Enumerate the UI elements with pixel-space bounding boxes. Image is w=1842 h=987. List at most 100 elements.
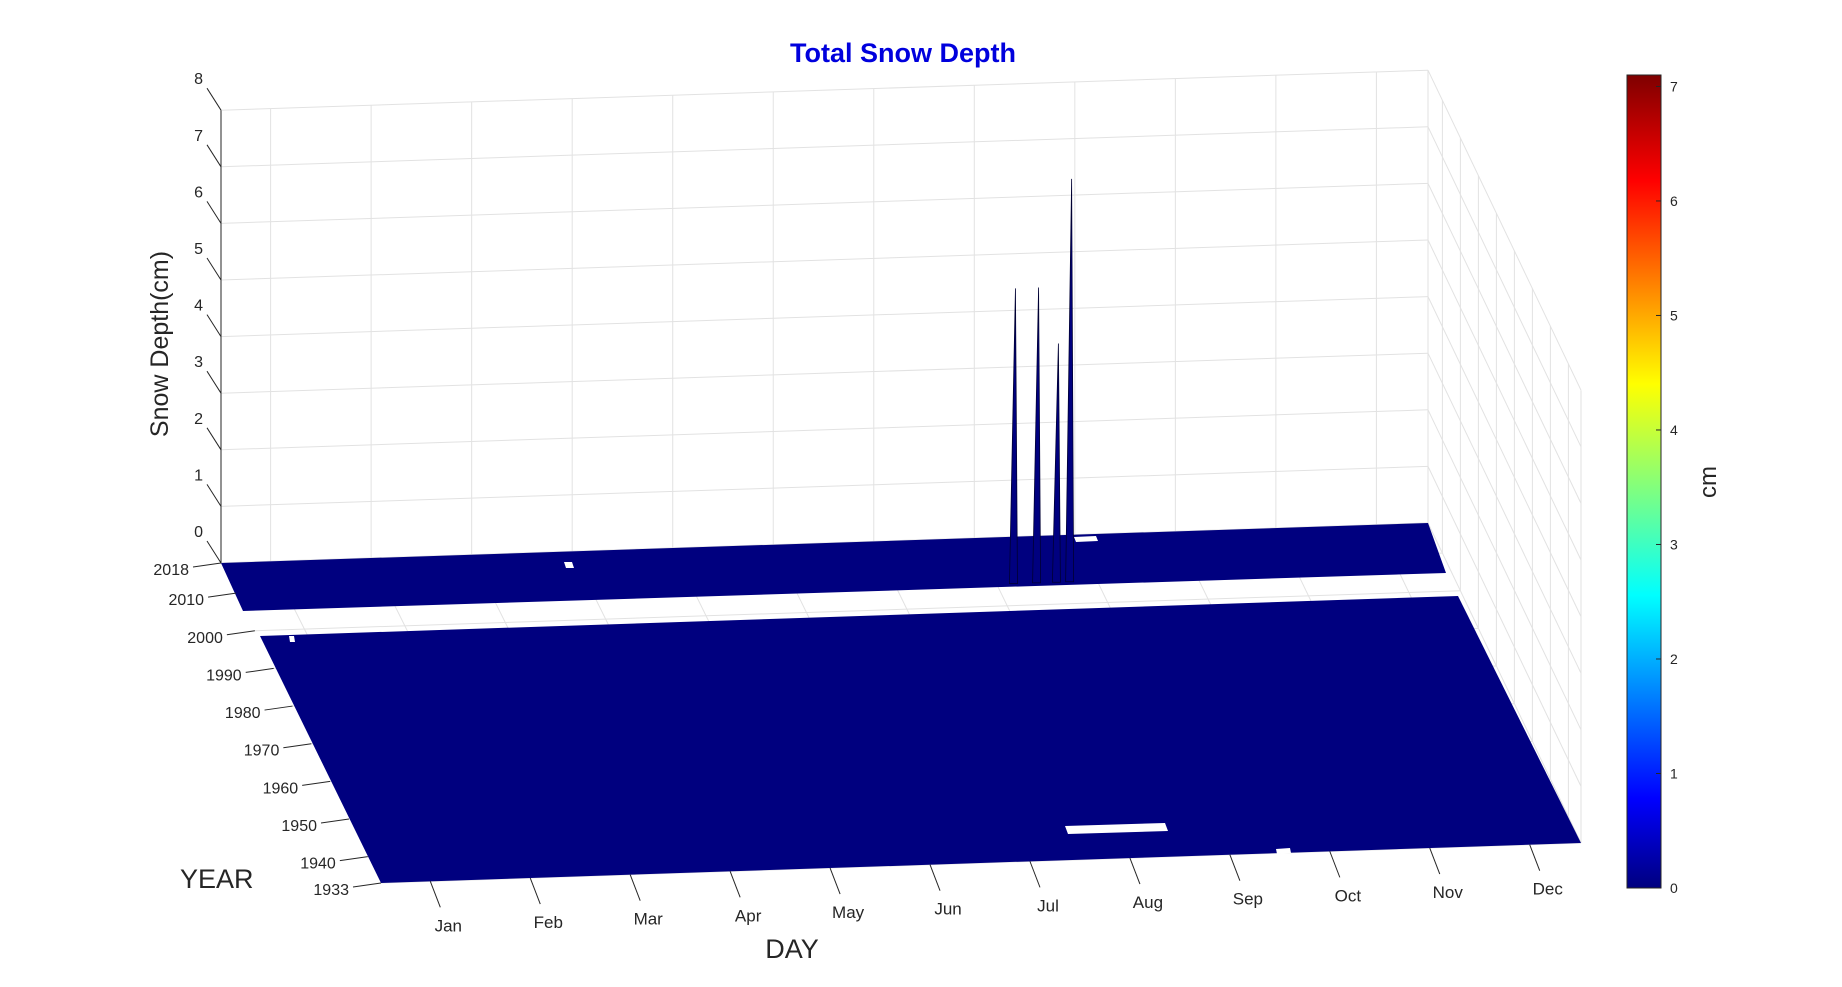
missing-data-patch: [1276, 848, 1291, 854]
month-tick-mark: [829, 867, 841, 895]
grid-line: [220, 465, 1429, 507]
year-tick-mark: [320, 818, 350, 824]
month-tick-label: Dec: [1533, 880, 1564, 899]
year-tick-mark: [207, 592, 237, 598]
month-tick-label: Jan: [435, 916, 462, 935]
surface-region-lower: [260, 596, 1581, 883]
z-tick-mark: [206, 427, 222, 451]
year-tick-label: 2018: [153, 562, 189, 579]
z-tick-label: 8: [194, 71, 203, 88]
colorbar-tick-label: 5: [1670, 307, 1678, 323]
year-tick-mark: [339, 856, 368, 862]
grid-line: [220, 182, 1429, 224]
colorbar-tick-label: 2: [1670, 651, 1678, 667]
month-tick-mark: [929, 864, 941, 891]
x-axis-label: DAY: [765, 934, 819, 964]
year-tick-mark: [264, 705, 293, 711]
year-tick-label: 2010: [168, 592, 204, 609]
month-tick-label: Jun: [934, 900, 961, 919]
colorbar-tick-label: 1: [1670, 765, 1678, 781]
grid-line: [220, 296, 1429, 338]
z-tick-mark: [206, 370, 222, 394]
month-tick-mark: [629, 874, 641, 901]
month-tick-mark: [1529, 844, 1541, 871]
month-tick-label: Apr: [735, 906, 762, 925]
missing-data-patch: [1065, 823, 1168, 834]
snow-depth-peak: [1065, 178, 1075, 583]
month-tick-mark: [429, 881, 441, 908]
month-tick-mark: [529, 877, 541, 905]
year-tick-mark: [302, 780, 331, 786]
colorbar-tick-label: 7: [1670, 78, 1678, 94]
grid-line: [220, 239, 1429, 281]
month-tick-label: Jul: [1037, 896, 1059, 915]
y-axis-label: YEAR: [180, 864, 254, 894]
surface-plot: [221, 523, 1581, 883]
year-tick-label: 1970: [244, 743, 280, 760]
z-tick-mark: [206, 540, 222, 564]
year-tick-label: 1940: [300, 856, 336, 873]
z-tick-label: 7: [194, 128, 203, 145]
grid-line: [1427, 409, 1582, 731]
missing-data-patch: [1074, 536, 1098, 542]
chart-title: Total Snow Depth: [790, 38, 1016, 68]
grid-line: [220, 69, 1429, 111]
grid-line: [254, 590, 1461, 632]
grid-line: [1427, 183, 1582, 504]
grid-line: [1427, 466, 1582, 787]
year-tick-label: 1950: [281, 818, 317, 835]
month-tick-label: Mar: [634, 910, 664, 929]
year-tick-mark: [283, 743, 312, 749]
z-tick-label: 2: [194, 411, 203, 428]
snow-depth-peaks: [1009, 178, 1075, 585]
grid-line: [1427, 522, 1582, 844]
month-tick-label: Nov: [1433, 883, 1464, 902]
z-tick-label: 5: [194, 241, 203, 258]
z-tick-label: 0: [194, 524, 203, 541]
colorbar-tick-label: 4: [1670, 422, 1678, 438]
year-tick-mark: [352, 882, 382, 888]
month-tick-label: Feb: [534, 913, 563, 932]
year-tick-mark: [245, 667, 274, 673]
axis-ticks: 0 1 2 3 4 5 6 7 8 1933 1940 1950 1960 1970 1980 1990 200…: [153, 71, 1563, 935]
month-tick-label: Aug: [1133, 893, 1163, 912]
month-tick-mark: [1429, 847, 1441, 875]
z-tick-mark: [206, 257, 222, 281]
surface-region-upper: [221, 523, 1446, 611]
month-tick-mark: [1229, 854, 1241, 881]
month-tick-label: May: [832, 903, 865, 922]
month-tick-mark: [1029, 861, 1041, 888]
colorbar-tick-label: 6: [1670, 193, 1678, 209]
colorbar-ticks: 0 1 2 3 4 5 6 7: [1656, 78, 1678, 896]
z-tick-mark: [206, 144, 222, 168]
colorbar-gradient: [1626, 74, 1662, 889]
month-tick-mark: [1129, 857, 1141, 885]
missing-data-patch: [564, 562, 574, 568]
colorbar-tick-label: 3: [1670, 536, 1678, 552]
year-tick-mark: [192, 562, 222, 568]
z-tick-mark: [206, 201, 222, 224]
snow-depth-peak: [1051, 343, 1061, 583]
z-axis-label: Snow Depth(cm): [146, 251, 174, 437]
grid-line: [1427, 126, 1582, 448]
year-tick-label: 1933: [313, 882, 349, 899]
year-tick-label: 1980: [225, 705, 261, 722]
colorbar: 0 1 2 3 4 5 6 7 cm: [1626, 74, 1722, 896]
grid-line: [220, 352, 1429, 394]
grid-line: [1427, 239, 1582, 561]
year-tick-mark: [226, 630, 255, 636]
colorbar-tick-label: 0: [1670, 880, 1678, 896]
grid-line: [1427, 296, 1582, 617]
z-tick-mark: [206, 87, 222, 111]
year-tick-label: 2000: [187, 630, 223, 647]
z-tick-label: 4: [194, 298, 203, 315]
year-tick-label: 1960: [263, 780, 299, 797]
z-tick-mark: [206, 314, 222, 337]
z-tick-label: 1: [194, 467, 203, 484]
missing-data-patch: [289, 636, 295, 642]
month-tick-mark: [729, 871, 741, 898]
grid-line: [1427, 69, 1582, 391]
month-tick-mark: [1329, 851, 1341, 878]
grid-line: [220, 409, 1429, 451]
